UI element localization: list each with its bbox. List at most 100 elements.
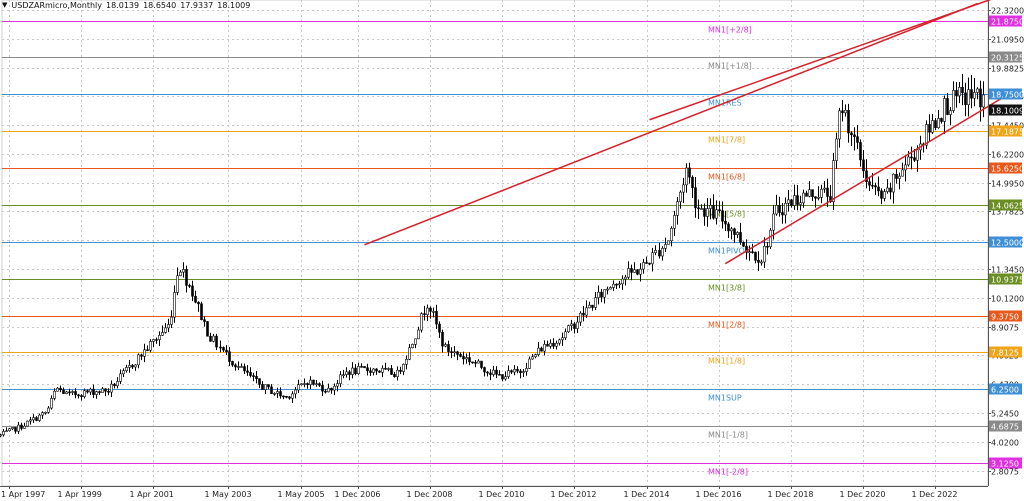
candle-body	[537, 347, 540, 355]
low-value: 17.9337	[180, 1, 214, 10]
candle-body	[255, 376, 258, 379]
candle-body	[642, 262, 645, 270]
candle-body	[709, 205, 712, 209]
candle-body	[300, 383, 303, 386]
candle-body	[778, 205, 781, 213]
candle-body	[645, 262, 648, 264]
candle-body	[83, 390, 86, 397]
candle-body	[615, 283, 618, 286]
candle-body	[519, 370, 522, 373]
candle-body	[270, 386, 273, 394]
candle-body	[718, 209, 721, 212]
price-badge	[989, 236, 1022, 248]
candle-body	[967, 89, 970, 106]
candle-body	[585, 307, 588, 316]
x-tick-label: 1 May 2003	[205, 490, 252, 499]
candle-body	[306, 383, 309, 386]
candle-body	[402, 363, 405, 372]
candle-body	[676, 201, 679, 216]
candle-body	[182, 269, 185, 273]
candle-body	[474, 361, 477, 364]
candle-body	[152, 339, 155, 342]
murrey-level-name: MN1[-1/8]	[708, 431, 748, 440]
candle-body	[895, 173, 898, 179]
candle-body	[970, 89, 973, 99]
price-badge	[989, 420, 1022, 432]
candle-body	[125, 367, 128, 371]
y-tick-label: 16.2200	[991, 151, 1024, 160]
candle-body	[763, 245, 766, 263]
candle-body	[603, 289, 606, 298]
candle-body	[348, 371, 351, 375]
candle-body	[426, 307, 429, 315]
candle-body	[949, 110, 952, 115]
candle-body	[324, 390, 327, 393]
candle-body	[86, 390, 89, 393]
candle-body	[309, 379, 312, 386]
candle-body	[50, 398, 53, 409]
candle-body	[727, 223, 730, 232]
candle-body	[80, 395, 83, 397]
murrey-level-name: MN1[-2/8]	[708, 468, 748, 477]
candle-body	[865, 170, 868, 183]
candle-body	[679, 191, 682, 202]
candle-body	[958, 87, 961, 97]
candle-body	[838, 110, 841, 140]
candle-body	[110, 383, 113, 393]
candle-body	[730, 228, 733, 232]
candle-body	[209, 335, 212, 342]
candle-body	[357, 366, 360, 374]
candle-body	[814, 196, 817, 199]
x-tick-label: 1 Apr 2001	[130, 490, 174, 499]
collapse-triangle-icon[interactable]: ▼	[2, 1, 8, 9]
candle-body	[149, 341, 152, 351]
candle-body	[0, 434, 2, 437]
candle-body	[279, 391, 282, 397]
candle-body	[781, 212, 784, 216]
x-tick-label: 1 Dec 2016	[696, 490, 742, 499]
candle-body	[435, 311, 438, 325]
candle-body	[128, 365, 131, 368]
price-badge-label: 14.0625	[991, 202, 1024, 211]
candle-body	[943, 98, 946, 122]
candle-body	[651, 252, 654, 265]
candle-body	[23, 425, 26, 429]
candle-body	[462, 356, 465, 360]
candle-body	[498, 374, 501, 376]
candle-body	[447, 344, 450, 352]
candle-body	[185, 269, 188, 286]
candle-body	[648, 262, 651, 265]
candle-body	[170, 316, 173, 325]
candle-body	[438, 323, 441, 333]
candle-body	[670, 228, 673, 242]
candle-body	[92, 388, 95, 395]
candle-body	[32, 417, 35, 421]
candle-body	[796, 195, 799, 205]
candle-body	[961, 87, 964, 94]
candle-body	[724, 220, 727, 225]
candle-body	[877, 186, 880, 192]
candle-body	[859, 142, 862, 161]
candle-body	[191, 285, 194, 297]
x-tick-label: 1 Dec 2022	[912, 490, 958, 499]
price-badge-label: 12.5000	[991, 239, 1024, 248]
candle-body	[345, 371, 348, 375]
candle-body	[658, 250, 661, 257]
candle-body	[540, 347, 543, 352]
candle-body	[799, 202, 802, 205]
candle-body	[775, 205, 778, 215]
candle-body	[835, 138, 838, 161]
candle-body	[273, 393, 276, 395]
candle-body	[880, 190, 883, 199]
candle-body	[219, 346, 222, 349]
candle-body	[546, 343, 549, 347]
x-tick-label: 1 Dec 2014	[624, 490, 670, 499]
candle-body	[276, 391, 279, 394]
candle-body	[976, 88, 979, 93]
candle-body	[101, 388, 104, 393]
candle-body	[146, 349, 149, 352]
candle-body	[946, 98, 949, 115]
candle-body	[784, 203, 787, 216]
